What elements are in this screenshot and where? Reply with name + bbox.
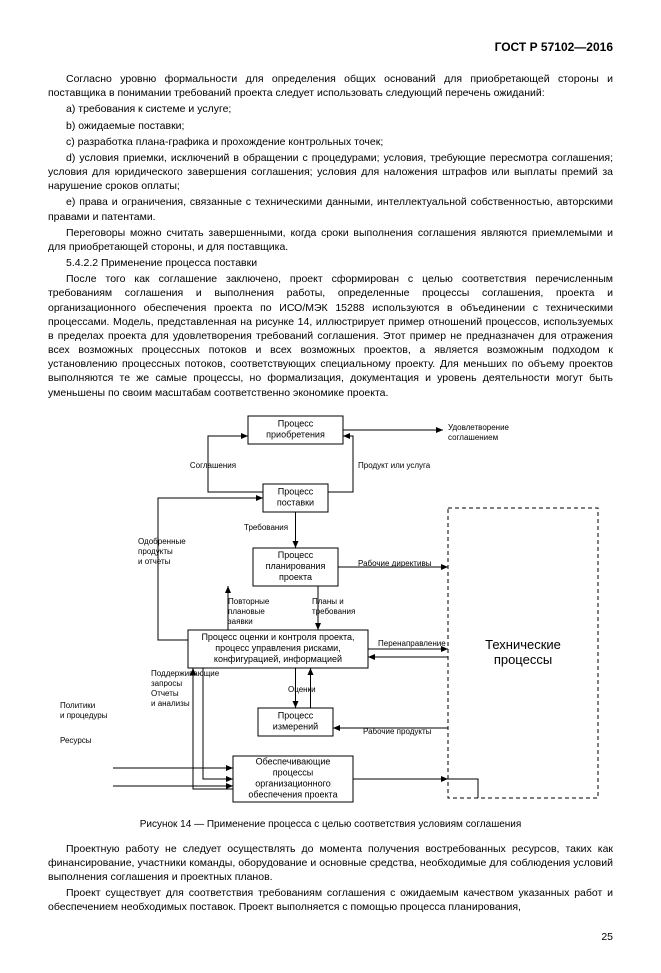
svg-text:Процесс: Процесс [278,550,314,560]
svg-text:Технические: Технические [485,637,561,652]
list-item-b: b) ожидаемые поставки; [48,119,613,133]
svg-text:продукты: продукты [138,547,173,556]
svg-text:обеспечения проекта: обеспечения проекта [248,789,337,799]
doc-header: ГОСТ Р 57102—2016 [48,40,613,54]
svg-text:и отчеты: и отчеты [138,557,171,566]
paragraph: Согласно уровню формальности для определ… [48,72,613,100]
svg-text:Поддерживающие: Поддерживающие [151,669,220,678]
svg-text:и процедуры: и процедуры [60,711,108,720]
figure-caption: Рисунок 14 — Применение процесса с целью… [48,819,613,830]
svg-text:Процесс оценки и контроля прое: Процесс оценки и контроля проекта, [201,632,354,642]
svg-text:Удовлетворение: Удовлетворение [448,423,510,432]
svg-text:Повторные: Повторные [228,597,270,606]
svg-text:Ресурсы: Ресурсы [60,736,92,745]
paragraph: Проектную работу не следует осуществлять… [48,842,613,885]
svg-text:Отчеты: Отчеты [151,689,179,698]
paragraph: Переговоры можно считать завершенными, к… [48,226,613,254]
svg-text:Обеспечивающие: Обеспечивающие [256,756,331,766]
list-item-c: c) разработка плана-графика и прохождени… [48,135,613,149]
svg-text:требования: требования [312,607,355,616]
svg-text:процесс управления рисками,: процесс управления рисками, [215,643,340,653]
svg-text:плановые: плановые [228,607,265,616]
svg-text:Планы и: Планы и [312,597,344,606]
list-item-e: e) права и ограничения, связанные с техн… [48,195,613,223]
figure-14: ПроцессприобретенияПроцесспоставкиПроцес… [48,408,613,813]
list-item-d: d) условия приемки, исключений в обращен… [48,151,613,194]
svg-text:Рабочие продукты: Рабочие продукты [363,727,432,736]
svg-text:Одобренные: Одобренные [138,537,186,546]
svg-text:Соглашения: Соглашения [190,461,236,470]
svg-text:запросы: запросы [151,679,182,688]
svg-text:Политики: Политики [60,701,95,710]
list-item-a: a) требования к системе и услуге; [48,102,613,116]
svg-text:соглашением: соглашением [448,433,498,442]
svg-text:Требования: Требования [244,523,288,532]
svg-text:процессы: процессы [494,652,552,667]
svg-text:процессы: процессы [273,767,313,777]
svg-text:Рабочие директивы: Рабочие директивы [358,559,432,568]
svg-text:Процесс: Процесс [278,486,314,496]
svg-text:заявки: заявки [228,617,253,626]
svg-text:Перенаправление: Перенаправление [378,639,446,648]
page-number: 25 [48,931,613,943]
svg-text:проекта: проекта [279,572,312,582]
document-page: ГОСТ Р 57102—2016 Согласно уровню формал… [0,0,661,973]
svg-text:Процесс: Процесс [278,418,314,428]
svg-text:и анализы: и анализы [151,699,190,708]
svg-text:Оценки: Оценки [288,685,316,694]
svg-text:приобретения: приобретения [266,429,325,439]
svg-text:организационного: организационного [255,778,330,788]
svg-text:Продукт или услуга: Продукт или услуга [358,461,431,470]
svg-text:измерений: измерений [273,721,318,731]
paragraph: Проект существует для соответствия требо… [48,886,613,914]
svg-text:конфигурацией, информацией: конфигурацией, информацией [214,654,342,664]
flowchart-svg: ПроцессприобретенияПроцесспоставкиПроцес… [58,408,603,808]
svg-text:планирования: планирования [266,561,326,571]
section-heading: 5.4.2.2 Применение процесса поставки [48,256,613,270]
svg-text:Процесс: Процесс [278,710,314,720]
svg-text:поставки: поставки [277,497,314,507]
paragraph: После того как соглашение заключено, про… [48,272,613,400]
